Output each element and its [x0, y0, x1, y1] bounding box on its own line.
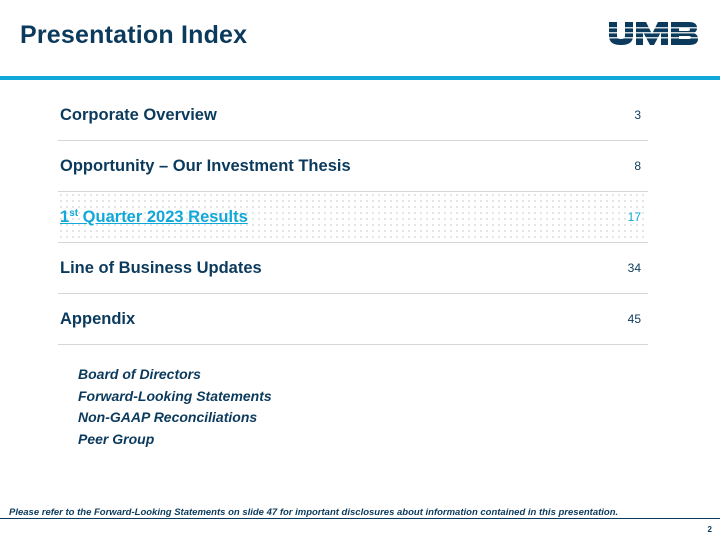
index-item-label-link[interactable]: 1st Quarter 2023 Results: [60, 208, 248, 227]
page-number: 2: [707, 525, 712, 534]
index-item-page: 17: [627, 210, 641, 224]
index-item-label[interactable]: Appendix: [60, 309, 136, 328]
index-item-label[interactable]: Opportunity – Our Investment Thesis: [60, 156, 351, 175]
index-row-corporate-overview[interactable]: Corporate Overview 3: [58, 90, 648, 141]
index-item-page: 45: [627, 312, 641, 326]
index-item-label[interactable]: Corporate Overview: [60, 105, 217, 124]
header-divider: [0, 76, 720, 80]
umb-logo: [609, 22, 699, 45]
index-row-business-updates[interactable]: Line of Business Updates 34: [58, 243, 648, 294]
disclosure-footnote: Please refer to the Forward-Looking Stat…: [9, 507, 619, 518]
slide-title: Presentation Index: [20, 21, 248, 49]
appendix-sub-list: Board of Directors Forward-Looking State…: [78, 364, 272, 450]
appendix-item: Forward-Looking Statements: [78, 387, 272, 404]
index-row-quarter-results[interactable]: 1st Quarter 2023 Results 17: [58, 192, 648, 243]
index-item-page: 3: [634, 108, 641, 122]
ordinal-number: 1: [60, 207, 70, 226]
index-item-label[interactable]: Line of Business Updates: [60, 258, 262, 277]
appendix-item: Non-GAAP Reconciliations: [78, 409, 258, 425]
index-item-page: 8: [634, 159, 641, 173]
presentation-index: Corporate Overview 3 Opportunity – Our I…: [58, 90, 648, 345]
label-rest: Quarter 2023 Results: [78, 207, 248, 226]
index-row-investment-thesis[interactable]: Opportunity – Our Investment Thesis 8: [58, 141, 648, 192]
ordinal-suffix: st: [69, 207, 79, 219]
appendix-item: Board of Directors: [78, 366, 201, 382]
footer-divider: [0, 518, 720, 519]
index-row-appendix[interactable]: Appendix 45: [58, 294, 648, 345]
index-item-page: 34: [627, 261, 641, 275]
appendix-item: Peer Group: [78, 430, 155, 447]
